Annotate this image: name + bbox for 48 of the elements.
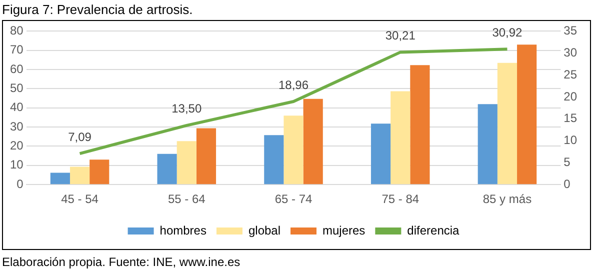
- data-label: 18,96: [278, 78, 309, 92]
- text: Elaboración propia. Fuente: INE, www.ine.es: [2, 255, 240, 269]
- y-tick-label: 0: [16, 176, 24, 191]
- bar: [50, 172, 70, 184]
- bar: [370, 124, 391, 184]
- bar: [284, 116, 304, 184]
- x-tick-label: 85 y más: [482, 192, 532, 206]
- y2-tick-label: 5: [564, 155, 571, 169]
- x-tick-label: 65 - 74: [274, 192, 313, 206]
- x-tick-label: 45 - 54: [61, 192, 99, 206]
- bar: [517, 44, 537, 184]
- y-tick-label: 50: [10, 81, 24, 96]
- y-tick-label: 40: [10, 100, 24, 114]
- y-tick-label: 10: [10, 158, 24, 172]
- bar: [70, 166, 90, 184]
- y2-tick-label: 35: [564, 24, 578, 38]
- bar: [390, 91, 410, 184]
- bar: [478, 104, 498, 184]
- legend-label: global: [248, 223, 281, 238]
- y2-tick-label: 0: [564, 176, 571, 191]
- legend-label: mujeres: [322, 223, 366, 238]
- y-tick-label: 80: [10, 24, 24, 38]
- data-label: 30,21: [385, 28, 416, 43]
- y2-tick-label: 30: [564, 45, 578, 60]
- bar: [264, 135, 284, 184]
- chart-title: Figura 7: Prevalencia de artrosis.: [2, 2, 193, 17]
- y-tick-label: 70: [10, 42, 24, 57]
- y2-tick-label: 20: [564, 89, 578, 104]
- bar: [497, 62, 518, 184]
- bar: [410, 65, 430, 184]
- y2-tick-label: 15: [564, 111, 578, 126]
- data-label: 13,50: [172, 102, 202, 116]
- x-tick-label: 55 - 64: [168, 192, 206, 206]
- y-tick-label: 20: [10, 138, 24, 153]
- y2-tick-label: 10: [564, 133, 578, 148]
- bar: [90, 160, 110, 184]
- bar: [176, 141, 196, 184]
- data-label: 7,09: [68, 130, 92, 144]
- bar: [303, 98, 323, 184]
- bar: [157, 154, 177, 184]
- y-tick-label: 60: [10, 62, 24, 76]
- legend-label: hombres: [160, 223, 206, 238]
- y-tick-label: 30: [10, 119, 24, 134]
- bar: [196, 128, 216, 184]
- x-tick-label: 75 - 84: [382, 192, 420, 206]
- y2-tick-label: 25: [564, 67, 578, 82]
- legend-label: diferencia: [407, 223, 460, 238]
- data-label: 30,92: [492, 25, 523, 40]
